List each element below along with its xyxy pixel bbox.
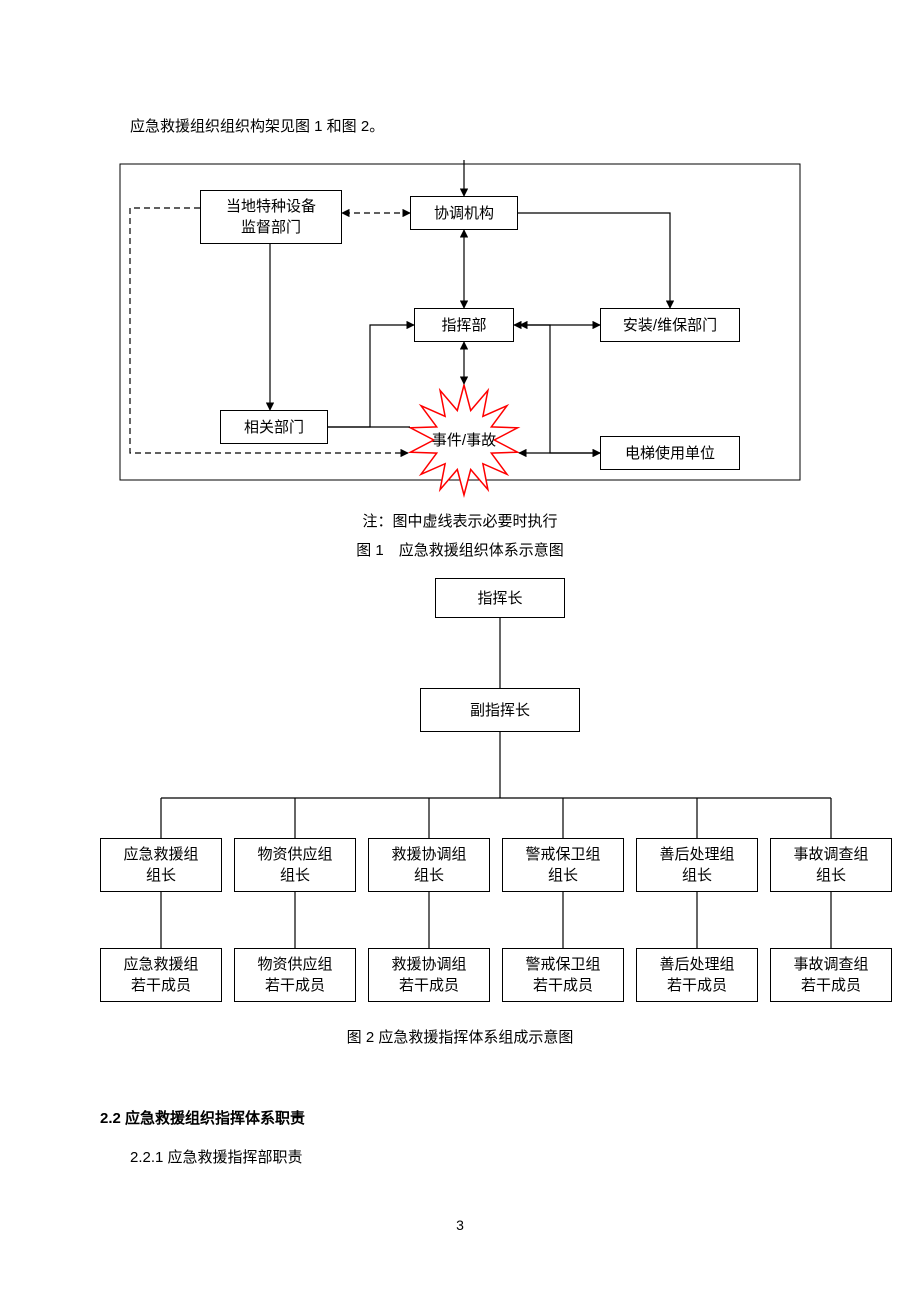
fig2-member-1: 物资供应组 若干成员 bbox=[234, 948, 356, 1002]
figure-1-caption: 图 1 应急救援组织体系示意图 bbox=[100, 539, 820, 560]
page-number: 3 bbox=[100, 1217, 820, 1233]
fig1-box-related: 相关部门 bbox=[220, 410, 328, 444]
subsection-heading: 2.2.1 应急救援指挥部职责 bbox=[100, 1146, 820, 1167]
figure-2-caption: 图 2 应急救援指挥体系组成示意图 bbox=[100, 1026, 820, 1047]
fig1-box-elevator: 电梯使用单位 bbox=[600, 436, 740, 470]
fig2-commander: 指挥长 bbox=[435, 578, 565, 618]
figure-1-note: 注：图中虚线表示必要时执行 bbox=[100, 510, 820, 531]
fig2-leader-1: 物资供应组 组长 bbox=[234, 838, 356, 892]
fig2-leader-2: 救援协调组 组长 bbox=[368, 838, 490, 892]
intro-text: 应急救援组织组织构架见图 1 和图 2。 bbox=[100, 115, 820, 136]
fig2-leader-5: 事故调查组 组长 bbox=[770, 838, 892, 892]
fig1-box-coord: 协调机构 bbox=[410, 196, 518, 230]
figure-2: 指挥长副指挥长应急救援组 组长应急救援组 若干成员 物资供应组 组长物资供应组 若… bbox=[100, 578, 900, 1018]
fig2-member-4: 善后处理组 若干成员 bbox=[636, 948, 758, 1002]
svg-text:事件/事故: 事件/事故 bbox=[432, 432, 496, 449]
fig2-leader-3: 警戒保卫组 组长 bbox=[502, 838, 624, 892]
section-heading: 2.2 应急救援组织指挥体系职责 bbox=[100, 1107, 820, 1128]
fig2-member-0: 应急救援组 若干成员 bbox=[100, 948, 222, 1002]
fig2-leader-4: 善后处理组 组长 bbox=[636, 838, 758, 892]
fig2-member-3: 警戒保卫组 若干成员 bbox=[502, 948, 624, 1002]
fig1-box-special: 当地特种设备 监督部门 bbox=[200, 190, 342, 244]
fig1-box-command: 指挥部 bbox=[414, 308, 514, 342]
fig2-leader-0: 应急救援组 组长 bbox=[100, 838, 222, 892]
fig2-member-5: 事故调查组 若干成员 bbox=[770, 948, 892, 1002]
fig1-box-install: 安装/维保部门 bbox=[600, 308, 740, 342]
fig2-member-2: 救援协调组 若干成员 bbox=[368, 948, 490, 1002]
fig2-deputy: 副指挥长 bbox=[420, 688, 580, 732]
figure-1: 事件/事故 当地特种设备 监督部门 协调机构指挥部 安装/维保部门相关部门电梯使用单… bbox=[100, 160, 820, 500]
